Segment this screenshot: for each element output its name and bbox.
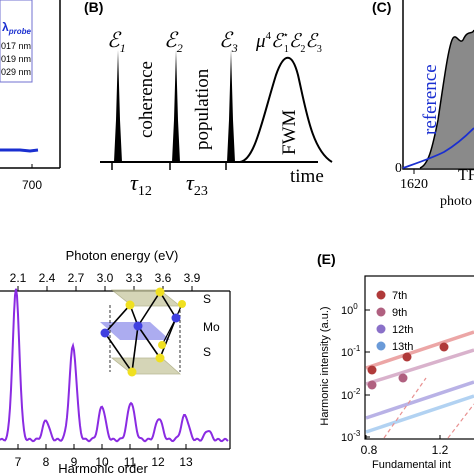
data-point-7th	[439, 342, 449, 352]
data-point-7th	[402, 352, 412, 362]
pulse-1-label: ℰ1	[107, 28, 126, 55]
coherence-label: coherence	[136, 61, 157, 138]
panel-d-top-tick: 2.4	[39, 271, 56, 285]
reference-slope-line	[447, 403, 474, 439]
panel-e-x-label: Fundamental int	[372, 459, 451, 471]
panel-e-frame	[364, 275, 474, 440]
panel-d-bottom-ticks: 7 8 9 10 11 12 13	[15, 444, 193, 469]
panel-d-top-axis-label: Photon energy (eV)	[66, 248, 179, 263]
data-point-7th	[367, 365, 377, 375]
panel-c-x-tick: 1620	[400, 177, 428, 192]
time-axis-label: time	[290, 166, 324, 187]
panel-d-bottom-tick: 13	[179, 455, 193, 469]
panel-a-data-trace	[0, 148, 39, 153]
panel-e-y-label: Harmonic intensity (a.u.)	[319, 306, 331, 425]
pulse-2	[172, 50, 180, 162]
reference-slope-line	[383, 377, 427, 439]
panel-c-reference-curve	[402, 127, 474, 169]
panel-e-x-tick: 0.8	[361, 443, 378, 457]
panel-d: Photon energy (eV) 2.1 2.4 2.7 3.0 3.3 3.6 3.9…	[0, 248, 231, 474]
panel-e-y-tick: 10-1	[341, 344, 361, 359]
panel-c-label: (C)	[372, 0, 391, 15]
panel-d-top-tick: 3.0	[97, 271, 114, 285]
pulse-1	[114, 50, 122, 162]
pulse-3-label: ℰ3	[219, 28, 238, 55]
pulse-3	[227, 50, 235, 162]
fit-line-13th	[365, 394, 474, 434]
data-point-9th	[367, 380, 377, 390]
panel-d-top-tick: 3.3	[126, 271, 143, 285]
panel-a-legend-entry: 029 nm	[1, 67, 31, 77]
fwm-label: FWM	[279, 110, 300, 156]
panel-c-reference-label: reference	[420, 64, 441, 135]
panel-d-bottom-tick: 8	[43, 455, 50, 469]
legend-marker-13th	[376, 341, 386, 351]
panel-e-y-tick: 100	[341, 302, 358, 317]
panel-d-top-tick: 3.9	[184, 271, 201, 285]
panel-a-legend-entry: 017 nm	[1, 41, 31, 51]
fit-line-12th	[365, 380, 474, 420]
panel-c-spectrum-fill	[403, 30, 474, 168]
panel-b: (B) ℰ1 ℰ2 ℰ3 μ4ℰ⋆ 1ℰ2ℰ3 coherence populat…	[84, 0, 333, 199]
panel-a-x-tick: 700	[22, 178, 42, 192]
panel-e-label: (E)	[317, 251, 336, 267]
panel-d-top-tick: 2.7	[68, 271, 85, 285]
panel-d-bottom-tick: 10	[95, 455, 109, 469]
tau23-label: τ23	[186, 170, 208, 199]
panel-b-label: (B)	[84, 0, 103, 15]
panel-d-top-tick: 2.1	[10, 271, 27, 285]
crystal-label-s-top: S	[203, 292, 211, 306]
panel-d-bottom-tick: 9	[71, 455, 78, 469]
panel-c-y-tick: 0	[395, 161, 402, 176]
mos2-crystal-inset: S Mo S	[100, 287, 220, 377]
panel-e-x-tick: 1.2	[432, 443, 449, 457]
crystal-label-mo: Mo	[203, 320, 220, 334]
panel-c-signal-label: TF	[458, 167, 474, 184]
legend-label-13th: 13th	[392, 341, 413, 353]
legend-marker-7th	[376, 290, 386, 300]
panel-e-y-tick: 10-3	[341, 429, 361, 444]
panel-a-legend-box	[0, 0, 33, 83]
panel-a-legend-title: λprobe	[2, 20, 31, 36]
data-point-9th	[398, 373, 408, 383]
panel-e-legend: 7th 9th 12th 13th	[376, 290, 413, 353]
fwm-signal-formula: μ4ℰ⋆ 1ℰ2ℰ3	[255, 30, 322, 55]
panel-d-bottom-tick: 11	[124, 455, 137, 469]
panel-d-top-tick: 3.6	[155, 271, 172, 285]
tau12-label: τ12	[130, 170, 152, 199]
fit-line-9th	[365, 348, 474, 386]
fit-line-7th	[365, 330, 474, 370]
pulse-2-label: ℰ2	[164, 28, 183, 55]
panel-d-top-ticks: 2.1 2.4 2.7 3.0 3.3 3.6 3.9	[10, 271, 201, 291]
panel-e: (E) Harmonic intensity (a.u.) 100 10-1 10-…	[317, 251, 474, 471]
panel-e-y-tick: 10-2	[341, 387, 361, 402]
panel-d-bottom-tick: 12	[151, 455, 165, 469]
crystal-label-s-bottom: S	[203, 345, 211, 359]
panel-c-x-label: photo	[440, 194, 472, 209]
panel-e-y-ticks: 100 10-1 10-2 10-3	[341, 302, 370, 444]
legend-label-12th: 12th	[392, 324, 413, 336]
population-label: population	[192, 68, 213, 150]
panel-e-x-ticks: 0.8 1.2	[361, 435, 449, 457]
panel-d-x-label: Harmonic order	[58, 461, 148, 474]
panel-c-spectrum-line	[419, 29, 474, 169]
fwm-envelope	[239, 56, 333, 163]
panel-a-legend-entry: 019 nm	[1, 54, 31, 64]
panel-c: (C) reference TF 0 1620 photo	[372, 0, 474, 209]
legend-label-7th: 7th	[392, 290, 407, 302]
legend-label-9th: 9th	[392, 307, 407, 319]
panel-d-bottom-tick: 7	[15, 455, 22, 469]
legend-marker-12th	[376, 324, 386, 334]
panel-a: λprobe 017 nm 019 nm 029 nm 700	[0, 0, 61, 192]
legend-marker-9th	[376, 307, 386, 317]
panel-c-frame	[402, 0, 474, 170]
harmonic-spectrum-line	[0, 288, 229, 443]
